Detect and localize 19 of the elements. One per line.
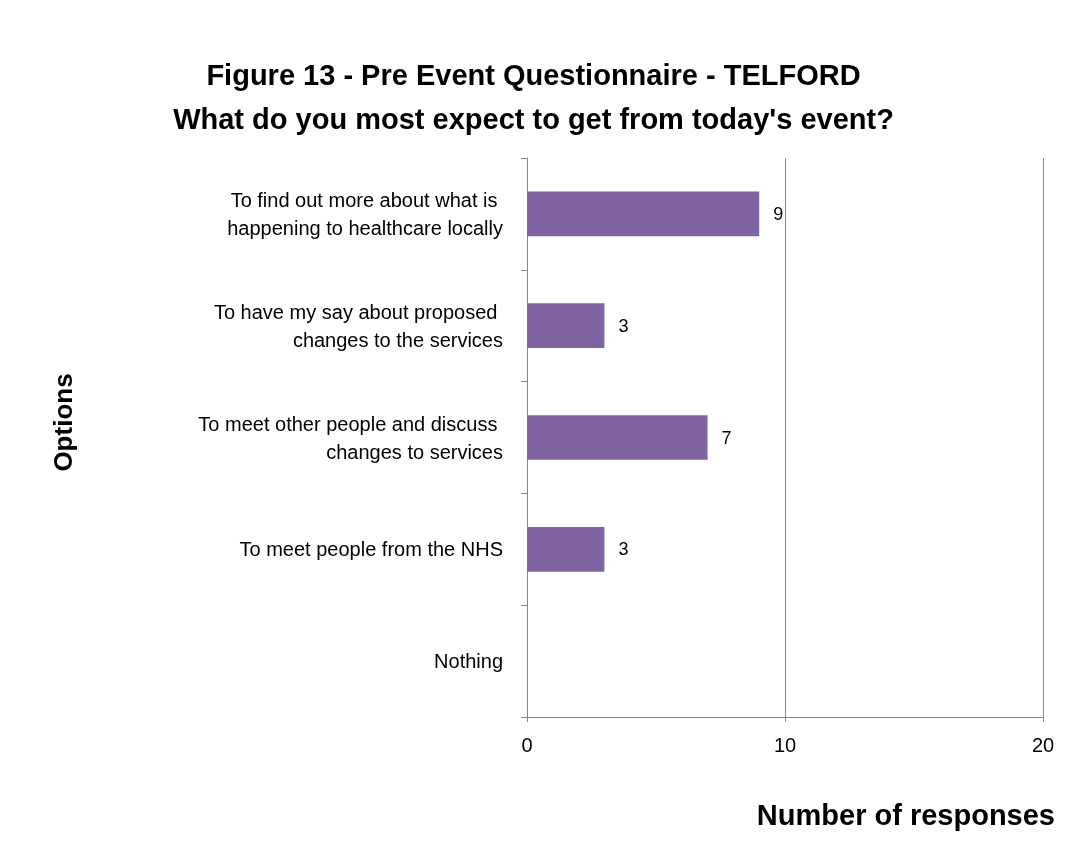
- bar: [527, 303, 605, 349]
- bar: [527, 191, 760, 237]
- data-label: 9: [773, 203, 784, 224]
- bar: [527, 526, 605, 572]
- x-axis-title: Number of responses: [756, 798, 1056, 831]
- y-tick-label: To meet other people and discuss changes to services: [198, 412, 503, 463]
- x-tick-label: 10: [773, 734, 797, 756]
- data-label: 3: [618, 539, 629, 560]
- y-axis-title: Options: [48, 373, 78, 472]
- bar: [527, 415, 708, 460]
- y-tick-label: To meet people from the NHS: [239, 538, 503, 561]
- data-label: 3: [618, 315, 629, 336]
- y-tick-label: To find out more about what is happening to healthcare locally: [227, 188, 503, 239]
- data-label: 7: [721, 427, 732, 448]
- y-tick-label: Nothing: [434, 650, 503, 673]
- y-tick-label: To have my say about proposed changes to the services: [213, 300, 503, 351]
- chart-title: Figure 13 - Pre Event Questionnaire - TELFORD What do you most expect to get from today's event?: [173, 59, 894, 135]
- x-tick-label: 20: [1031, 734, 1055, 756]
- x-tick-label: 0: [521, 734, 533, 756]
